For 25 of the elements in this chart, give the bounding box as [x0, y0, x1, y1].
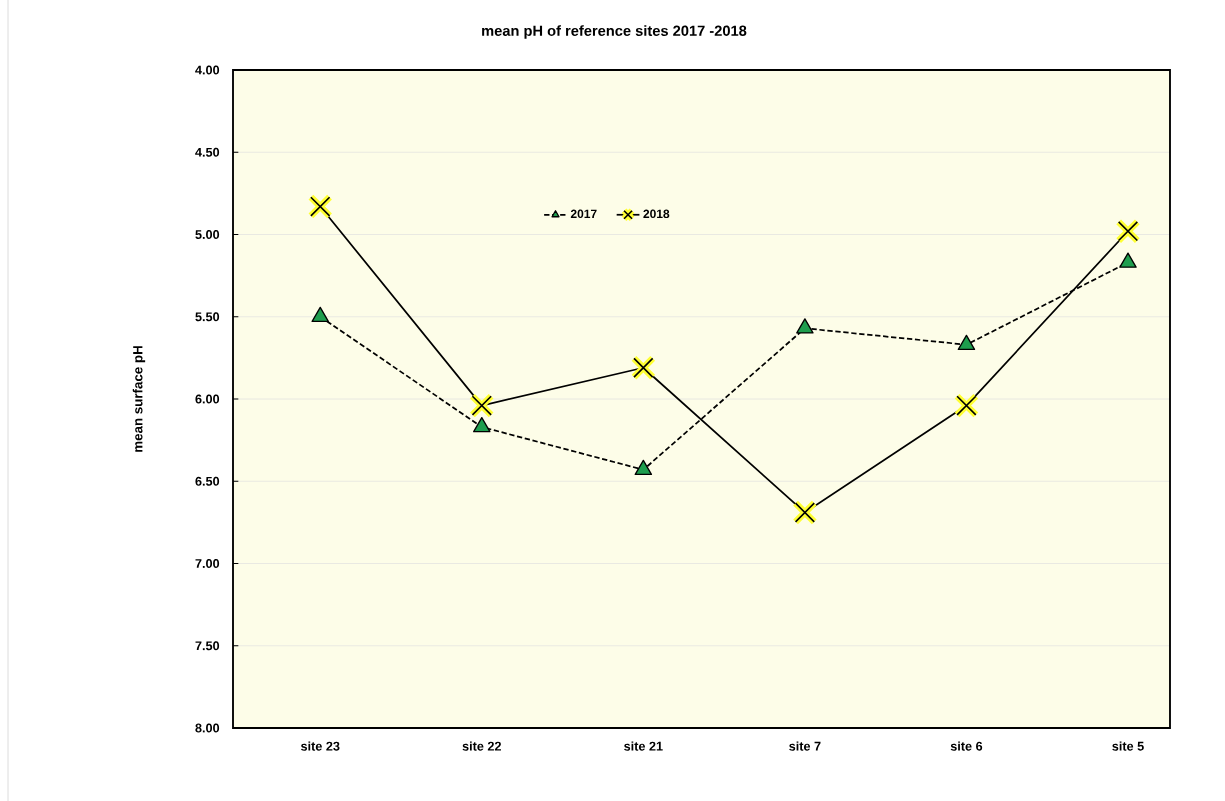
y-tick-label: 4.50 — [195, 147, 220, 157]
x-tick-label: site 22 — [462, 741, 501, 751]
legend-label: 2017 — [570, 209, 597, 219]
y-axis-title: mean surface pH — [132, 346, 146, 452]
point — [957, 334, 976, 351]
y-tick-label: 5.00 — [195, 230, 220, 239]
x-tick-label: site 6 — [950, 741, 983, 751]
chart-title: mean pH of reference sites 2017 -2018 — [482, 25, 747, 39]
point — [473, 416, 491, 433]
y-tick-label: 7.50 — [195, 641, 220, 651]
point — [634, 459, 653, 476]
x-tick-label: site 21 — [624, 741, 663, 751]
y-tick-label: 6.50 — [195, 476, 220, 486]
y-tick-label: 8.00 — [195, 723, 220, 733]
point — [311, 306, 329, 323]
x-tick-label: site 7 — [789, 741, 821, 751]
y-tick-label: 7.00 — [195, 559, 220, 568]
x-tick-label: site 5 — [1112, 741, 1144, 751]
y-tick-label: 5.50 — [195, 312, 220, 322]
y-tick-label: 4.00 — [195, 65, 220, 75]
point — [796, 318, 814, 334]
point — [1119, 252, 1137, 268]
x-tick-label: site 23 — [300, 741, 340, 751]
legend-label: 2018 — [643, 209, 670, 219]
y-tick-label: 6.00 — [195, 394, 220, 404]
